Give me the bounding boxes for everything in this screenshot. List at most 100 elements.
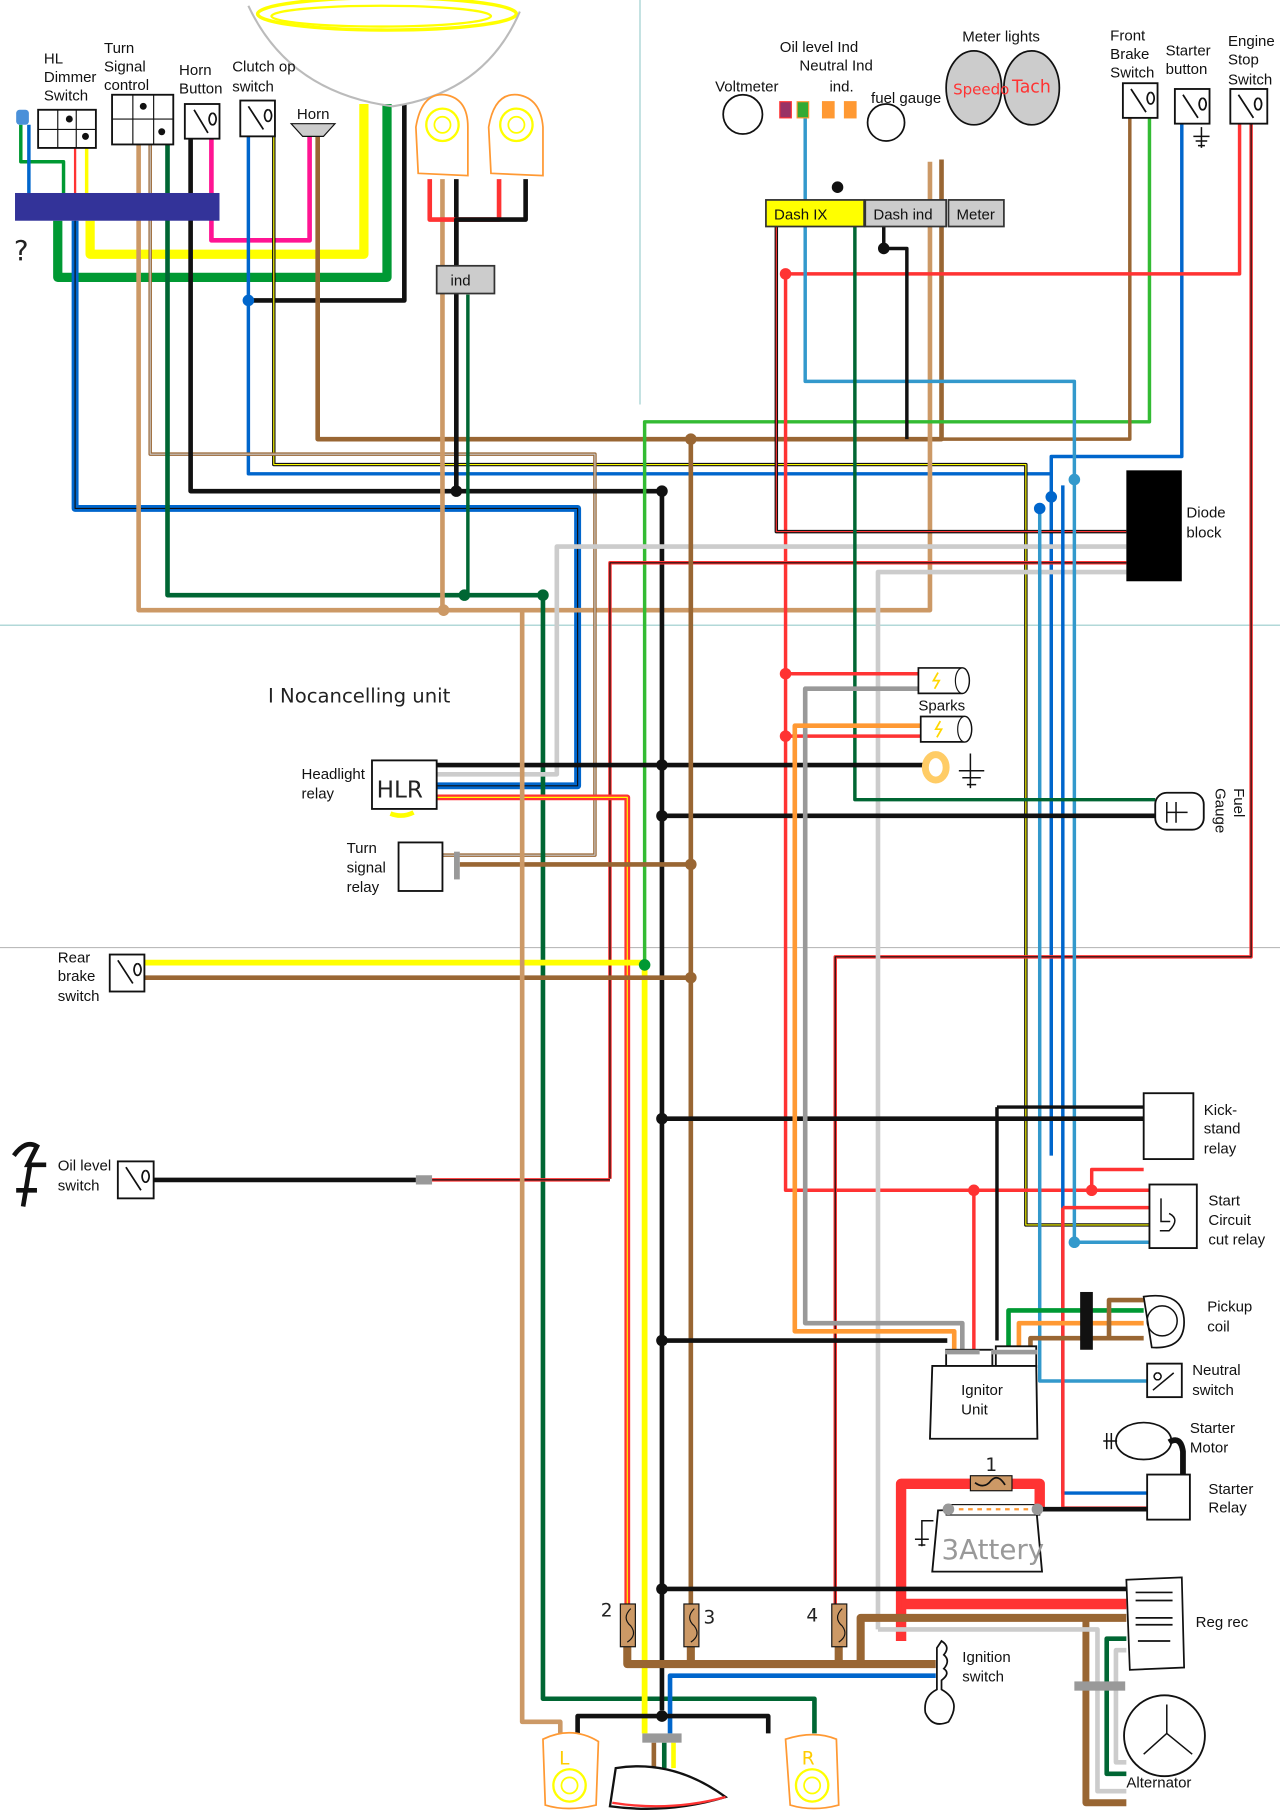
dash-ind-label: Dash ind: [873, 207, 932, 224]
engine-stop-switch[interactable]: [1229, 88, 1269, 125]
label-rear-brake-1: Rear: [58, 950, 91, 967]
label-front-brake-2: Brake: [1110, 46, 1149, 63]
label-oil-switch-2: switch: [58, 1177, 100, 1194]
clutch-switch[interactable]: [239, 99, 276, 138]
label-start-cut-3: cut relay: [1208, 1232, 1265, 1249]
label-starter-motor-2: Motor: [1190, 1440, 1228, 1457]
wire-light-gray: [1113, 1647, 1127, 1765]
ind-connector-label: ind: [451, 272, 471, 289]
tail-light: [608, 1765, 729, 1810]
wire-junction: [1068, 473, 1081, 486]
ground-icon: [914, 1520, 934, 1547]
labels: HL Dimmer Switch Turn Signal control Hor…: [14, 27, 1275, 1791]
start-circuit-cut-relay[interactable]: [1148, 1183, 1198, 1249]
wire-brown: [856, 1613, 1127, 1665]
starter-button[interactable]: [1173, 88, 1211, 148]
wire-light-blue: [803, 117, 1150, 1245]
headlamp-glow: [255, 0, 519, 32]
label-fuel-gauge-2: Fuel: [1230, 788, 1247, 817]
oil-level-switch[interactable]: [116, 1160, 155, 1200]
wire-junction: [1033, 502, 1046, 515]
label-ignitor-2: Unit: [961, 1401, 989, 1418]
fuse-3: [683, 1603, 700, 1648]
wire-junction: [779, 730, 792, 742]
wire-junction: [685, 971, 697, 984]
kickstand-relay[interactable]: [1142, 1092, 1195, 1161]
ignition-switch[interactable]: [924, 1639, 955, 1725]
label-starter-motor-1: Starter: [1190, 1420, 1235, 1437]
rear-brake-switch[interactable]: [108, 953, 146, 993]
pickup-coil: [1142, 1294, 1185, 1349]
wire-junction: [779, 268, 792, 280]
label-starter-relay-1: Starter: [1208, 1481, 1253, 1498]
wire-black: [882, 226, 909, 440]
wire-junction: [831, 181, 844, 193]
label-pickup-2: coil: [1207, 1318, 1230, 1335]
label-turn-relay-1: Turn: [347, 840, 377, 857]
wire-brown: [623, 1646, 936, 1669]
wire-junction: [242, 294, 255, 307]
wire-brown: [1106, 1297, 1144, 1339]
battery-handwritten: 3Attery: [942, 1533, 1045, 1566]
label-rear-brake-2: brake: [58, 968, 96, 985]
headlamp-bowl: [247, 5, 521, 108]
wire-yellow: [144, 959, 648, 1734]
label-nocancelling-handwritten: I Nocancelling unit: [268, 685, 451, 708]
label-horn-button-2: Button: [179, 81, 222, 98]
label-headlight-relay-1: Headlight: [302, 766, 366, 783]
wire-brown: [1082, 1617, 1127, 1807]
label-starter-relay-2: Relay: [1208, 1500, 1247, 1517]
fuse-1-number: 1: [985, 1455, 997, 1476]
starter-relay[interactable]: [1146, 1473, 1191, 1521]
headlight-relay[interactable]: [371, 759, 438, 810]
neutral-switch[interactable]: [1146, 1362, 1183, 1399]
wire-light-blue: [1037, 508, 1148, 1383]
starter-cable: [1167, 1437, 1186, 1477]
turn-signal-control[interactable]: [111, 93, 175, 146]
label-oil-switch-1: Oil level: [58, 1158, 111, 1175]
wire-dark-green: [853, 226, 1156, 802]
label-rear-brake-3: switch: [58, 988, 100, 1005]
label-pickup-1: Pickup: [1207, 1299, 1252, 1316]
wire-orange: [792, 723, 957, 1350]
bulb-icon: [16, 109, 29, 125]
label-starter-button-2: button: [1166, 61, 1208, 78]
label-horn-button-1: Horn: [179, 62, 212, 79]
front-brake-switch[interactable]: [1121, 82, 1159, 119]
turn-signal-relay[interactable]: [397, 841, 444, 892]
dash-ind-connector: [864, 199, 948, 228]
starter-motor: [1103, 1421, 1173, 1461]
label-front-brake-1: Front: [1110, 27, 1146, 44]
wire-black: [454, 179, 528, 266]
label-turn-signal-1: Turn: [104, 40, 134, 57]
label-start-cut-1: Start: [1208, 1192, 1241, 1209]
horn-button[interactable]: [183, 103, 221, 140]
wire-tracer-black: [834, 123, 1252, 1607]
label-engine-stop-1: Engine: [1228, 33, 1275, 50]
dash-ix-label: Dash IX: [774, 207, 827, 224]
wire-junction: [685, 858, 697, 871]
wire-red: [1061, 1207, 1148, 1510]
horn-icon: [289, 123, 337, 137]
wire-junction: [656, 1583, 668, 1595]
label-fuel-gauge-top: fuel gauge: [871, 90, 941, 107]
fuel-gauge-sender: [1154, 791, 1205, 831]
ground-icon: [958, 753, 985, 789]
wire-dark-green: [1104, 1636, 1127, 1777]
hl-dimmer-switch[interactable]: [16, 108, 97, 149]
label-clutch-2: switch: [232, 78, 274, 95]
label-neutral-1: Neutral: [1192, 1362, 1240, 1379]
rear-turn-signal-right: R: [784, 1733, 840, 1810]
wires: [19, 104, 1253, 1807]
wire-red: [427, 179, 457, 222]
label-turn-signal-2: Signal: [104, 59, 146, 76]
wire-blue: [246, 136, 1052, 476]
diode-block: [1126, 470, 1182, 582]
wire-junction: [968, 1184, 980, 1197]
wire-junction: [656, 485, 668, 497]
ignitor-unit: [929, 1345, 1039, 1440]
label-engine-stop-3: Switch: [1228, 71, 1272, 88]
dash-ix-connector: [765, 199, 865, 228]
label-fuel-gauge-1: Gauge: [1211, 788, 1228, 833]
